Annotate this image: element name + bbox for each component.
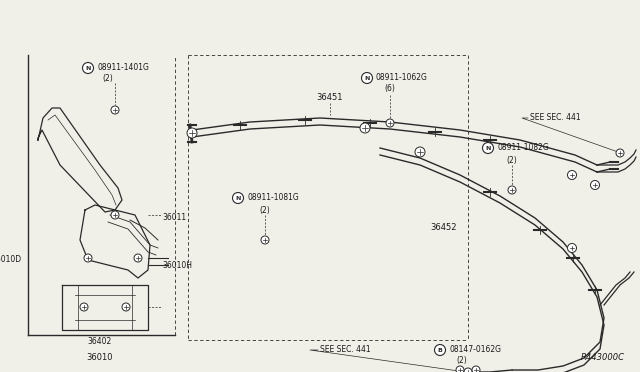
Text: 36402: 36402: [88, 337, 112, 346]
Text: 36010D: 36010D: [0, 256, 22, 264]
Circle shape: [568, 244, 577, 253]
Text: 36452: 36452: [430, 224, 456, 232]
Text: (2): (2): [507, 155, 517, 164]
Circle shape: [415, 147, 425, 157]
Text: N: N: [364, 76, 370, 80]
Circle shape: [386, 119, 394, 127]
Circle shape: [111, 106, 119, 114]
Text: 08911-1082G: 08911-1082G: [497, 144, 548, 153]
Circle shape: [362, 73, 372, 83]
Text: N: N: [485, 145, 491, 151]
Circle shape: [568, 170, 577, 180]
Circle shape: [122, 303, 130, 311]
Text: N: N: [85, 65, 91, 71]
Text: 36451: 36451: [317, 93, 343, 103]
Circle shape: [456, 366, 464, 372]
Circle shape: [591, 180, 600, 189]
Circle shape: [134, 254, 142, 262]
Circle shape: [464, 368, 472, 372]
Circle shape: [472, 366, 480, 372]
Text: 36011: 36011: [162, 214, 186, 222]
Circle shape: [187, 128, 197, 138]
Text: B: B: [438, 347, 442, 353]
Text: SEE SEC. 441: SEE SEC. 441: [320, 346, 371, 355]
Circle shape: [616, 149, 624, 157]
Circle shape: [111, 211, 119, 219]
Text: (2): (2): [260, 205, 270, 215]
Text: 08911-1401G: 08911-1401G: [97, 62, 149, 71]
Circle shape: [232, 192, 243, 203]
Circle shape: [83, 62, 93, 74]
Text: N: N: [236, 196, 241, 201]
Circle shape: [261, 236, 269, 244]
Text: R443000C: R443000C: [581, 353, 625, 362]
Circle shape: [508, 186, 516, 194]
Text: 08911-1081G: 08911-1081G: [247, 193, 299, 202]
Text: (2): (2): [102, 74, 113, 83]
Circle shape: [84, 254, 92, 262]
Text: 36010: 36010: [87, 353, 113, 362]
Text: 08147-0162G: 08147-0162G: [449, 346, 501, 355]
Circle shape: [483, 142, 493, 154]
Text: (2): (2): [456, 356, 467, 366]
Text: (6): (6): [385, 84, 396, 93]
Circle shape: [80, 303, 88, 311]
Text: 08911-1062G: 08911-1062G: [376, 74, 428, 83]
Text: SEE SEC. 441: SEE SEC. 441: [530, 113, 580, 122]
Circle shape: [360, 123, 370, 133]
Text: 36010H: 36010H: [162, 260, 192, 269]
Circle shape: [435, 344, 445, 356]
